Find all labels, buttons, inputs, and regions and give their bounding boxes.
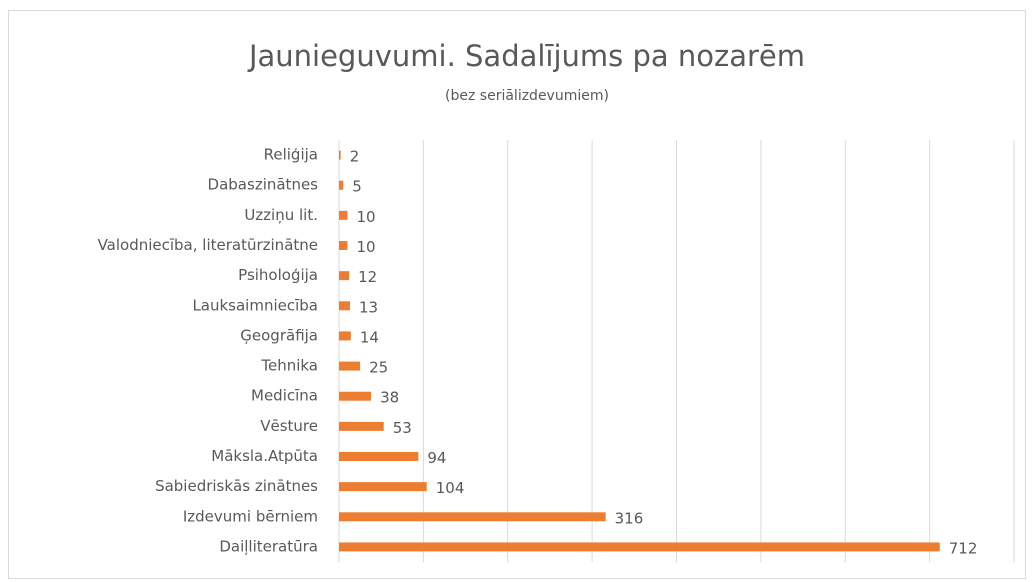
y-tick-label: Dabaszinātnes bbox=[208, 176, 319, 194]
value-label: 316 bbox=[615, 509, 644, 527]
chart-border bbox=[8, 10, 1026, 579]
y-tick-label: Uzziņu lit. bbox=[244, 206, 318, 224]
bar bbox=[339, 150, 341, 160]
y-tick-label: Valodniecība, literatūrzinātne bbox=[98, 236, 318, 254]
value-label: 38 bbox=[380, 389, 399, 407]
y-tick-label: Reliģija bbox=[264, 146, 318, 164]
bar bbox=[339, 180, 344, 190]
value-label: 104 bbox=[436, 479, 465, 497]
y-tick-label: Tehnika bbox=[260, 357, 318, 375]
value-label: 2 bbox=[350, 148, 360, 166]
bar bbox=[339, 482, 427, 492]
y-tick-label: Vēsture bbox=[260, 417, 318, 435]
y-tick-label: Māksla.Atpūta bbox=[211, 447, 318, 465]
value-label: 5 bbox=[352, 178, 362, 196]
value-label: 10 bbox=[356, 238, 375, 256]
bar bbox=[339, 542, 940, 552]
bar bbox=[339, 271, 350, 281]
value-label: 13 bbox=[359, 298, 378, 316]
y-tick-label: Lauksaimniecība bbox=[192, 296, 318, 314]
value-label: 14 bbox=[360, 328, 379, 346]
bar bbox=[339, 421, 384, 431]
y-tick-label: Ģeogrāfija bbox=[240, 326, 318, 344]
chart-title: Jaunieguvumi. Sadalījums pa nozarēm bbox=[247, 39, 805, 73]
y-tick-label: Psiholoģija bbox=[238, 266, 318, 284]
bar bbox=[339, 241, 348, 250]
y-tick-label: Daiļliteratūra bbox=[219, 537, 318, 555]
bar bbox=[339, 452, 419, 461]
bar bbox=[339, 210, 348, 220]
y-tick-label: Sabiedriskās zinātnes bbox=[155, 477, 318, 495]
bar bbox=[339, 301, 350, 311]
value-label: 25 bbox=[369, 359, 388, 377]
bar bbox=[339, 331, 351, 341]
bar bbox=[339, 512, 606, 522]
bar bbox=[339, 391, 372, 401]
value-label: 712 bbox=[949, 539, 978, 557]
y-tick-label: Medicīna bbox=[251, 387, 318, 405]
y-tick-label: Izdevumi bērniem bbox=[183, 507, 318, 525]
value-label: 94 bbox=[427, 449, 446, 467]
bar bbox=[339, 361, 361, 371]
value-label: 12 bbox=[358, 268, 377, 286]
value-label: 10 bbox=[356, 208, 375, 226]
chart-subtitle: (bez seriālizdevumiem) bbox=[445, 88, 609, 104]
value-label: 53 bbox=[393, 419, 412, 437]
